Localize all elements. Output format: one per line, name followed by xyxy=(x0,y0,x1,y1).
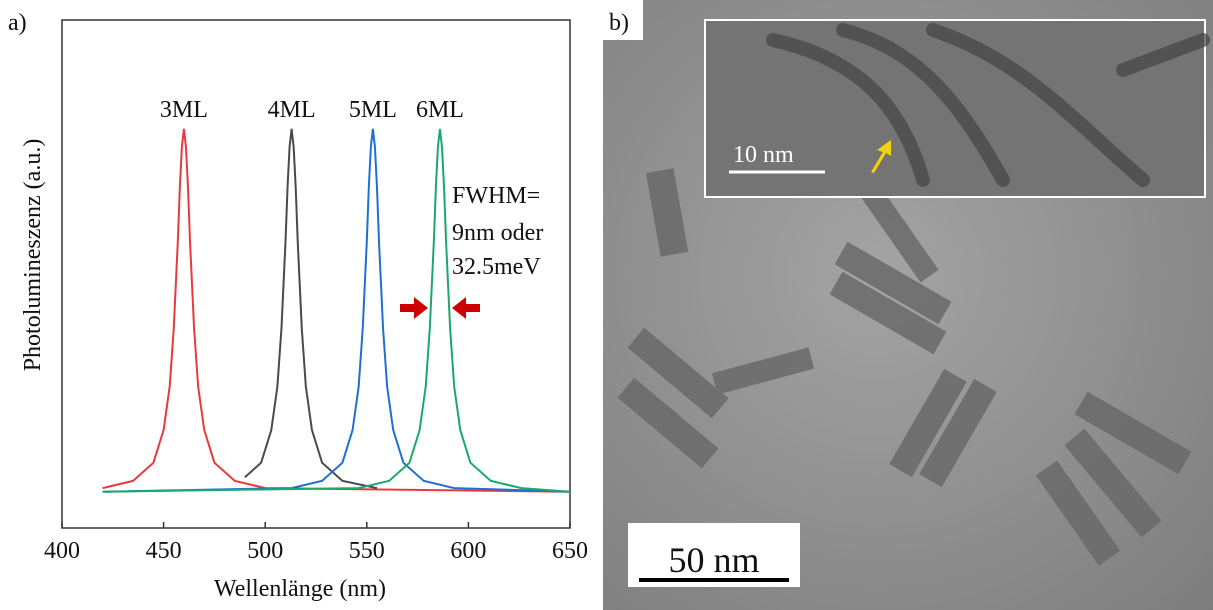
x-tick-label: 400 xyxy=(44,538,80,564)
x-tick-label: 600 xyxy=(450,538,486,564)
panel-label: a) xyxy=(8,10,27,36)
x-tick-label: 650 xyxy=(552,538,588,564)
chart: a) Wellenlänge (nm) Photolumineszenz (a.… xyxy=(0,0,603,610)
page: {"chart_data": {"type": "line", "panel_l… xyxy=(0,0,1213,610)
series-label: 5ML xyxy=(349,97,397,123)
x-tick-label: 500 xyxy=(247,538,283,564)
series-label: 4ML xyxy=(268,97,316,123)
arrow xyxy=(452,297,480,319)
series-label: 3ML xyxy=(160,97,208,123)
scale-label: 50 nm xyxy=(668,540,759,580)
annotation: 32.5meV xyxy=(452,254,541,280)
arrow xyxy=(400,297,428,319)
inset-scale-label: 10 nm xyxy=(733,142,794,168)
y-axis-label: Photolumineszenz (a.u.) xyxy=(20,139,46,372)
line xyxy=(245,129,377,488)
annotation: 9nm oder xyxy=(452,220,543,246)
series-label: 6ML xyxy=(416,97,464,123)
annotation: FWHM= xyxy=(452,183,540,209)
panel-label: b) xyxy=(609,10,629,36)
tem-image: b) 10 nm 50 nm xyxy=(603,0,1213,610)
x-tick-label: 450 xyxy=(146,538,182,564)
x-axis-label: Wellenlänge (nm) xyxy=(214,576,386,602)
x-tick-label: 550 xyxy=(349,538,385,564)
